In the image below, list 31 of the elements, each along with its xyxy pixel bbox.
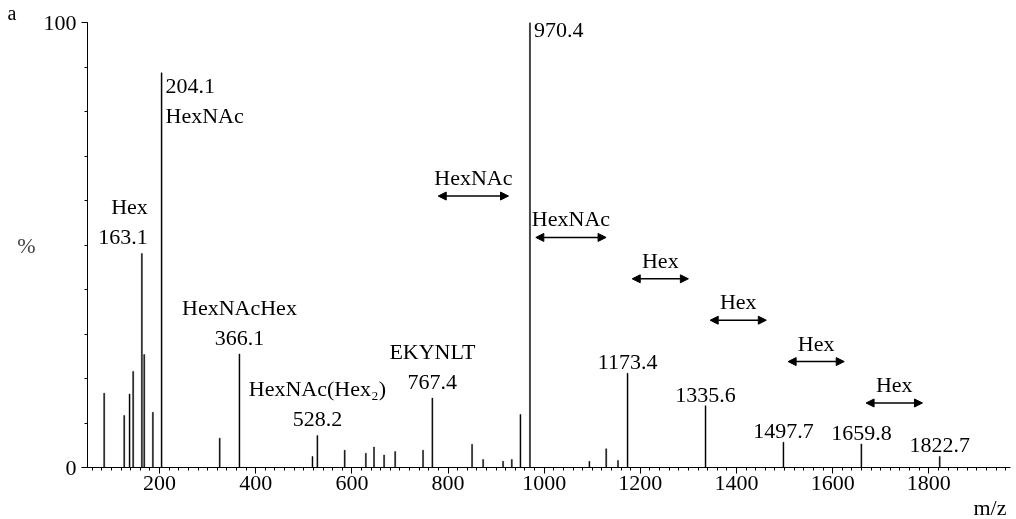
annotation: HexNAc xyxy=(531,206,611,232)
y-tick-label: 0 xyxy=(65,454,77,480)
annotation: HexNAc xyxy=(434,165,513,191)
x-tick-label: 600 xyxy=(335,469,369,495)
annotation: 970.4 xyxy=(533,16,584,42)
annotation: 1335.6 xyxy=(675,381,736,407)
annotation: 204.1 HexNAc xyxy=(165,72,245,128)
x-tick-label: 200 xyxy=(143,469,177,495)
annotation: HexNAcHex 366.1 xyxy=(182,295,297,351)
annotation: 1659.8 xyxy=(831,419,892,445)
x-tick-label: 800 xyxy=(431,469,465,495)
annotation: 1822.7 xyxy=(909,432,970,458)
x-tick-label: 1400 xyxy=(714,469,759,495)
y-axis-title: % xyxy=(17,232,36,258)
annotation: Hex xyxy=(797,330,835,356)
y-tick-label: 100 xyxy=(43,9,77,35)
annotation: EKYNLT 767.4 xyxy=(389,339,476,395)
x-tick-label: 1800 xyxy=(906,469,951,495)
text: a xyxy=(7,1,17,24)
annotation: 1173.4 xyxy=(597,349,658,375)
x-tick-label: 400 xyxy=(239,469,273,495)
annotation: 1497.7 xyxy=(753,418,814,444)
x-axis-title: m/z xyxy=(973,494,1007,519)
x-tick-label: 1000 xyxy=(522,469,567,495)
x-tick-label: 1600 xyxy=(810,469,855,495)
annotation: Hex xyxy=(875,371,913,397)
annotation: Hex 163.1 xyxy=(98,194,148,250)
annotation: Hex xyxy=(641,247,679,273)
annotation: HexNAc(Hex₂) 528.2 xyxy=(248,376,386,432)
annotation: Hex xyxy=(719,289,757,315)
x-tick-label: 1200 xyxy=(618,469,663,495)
